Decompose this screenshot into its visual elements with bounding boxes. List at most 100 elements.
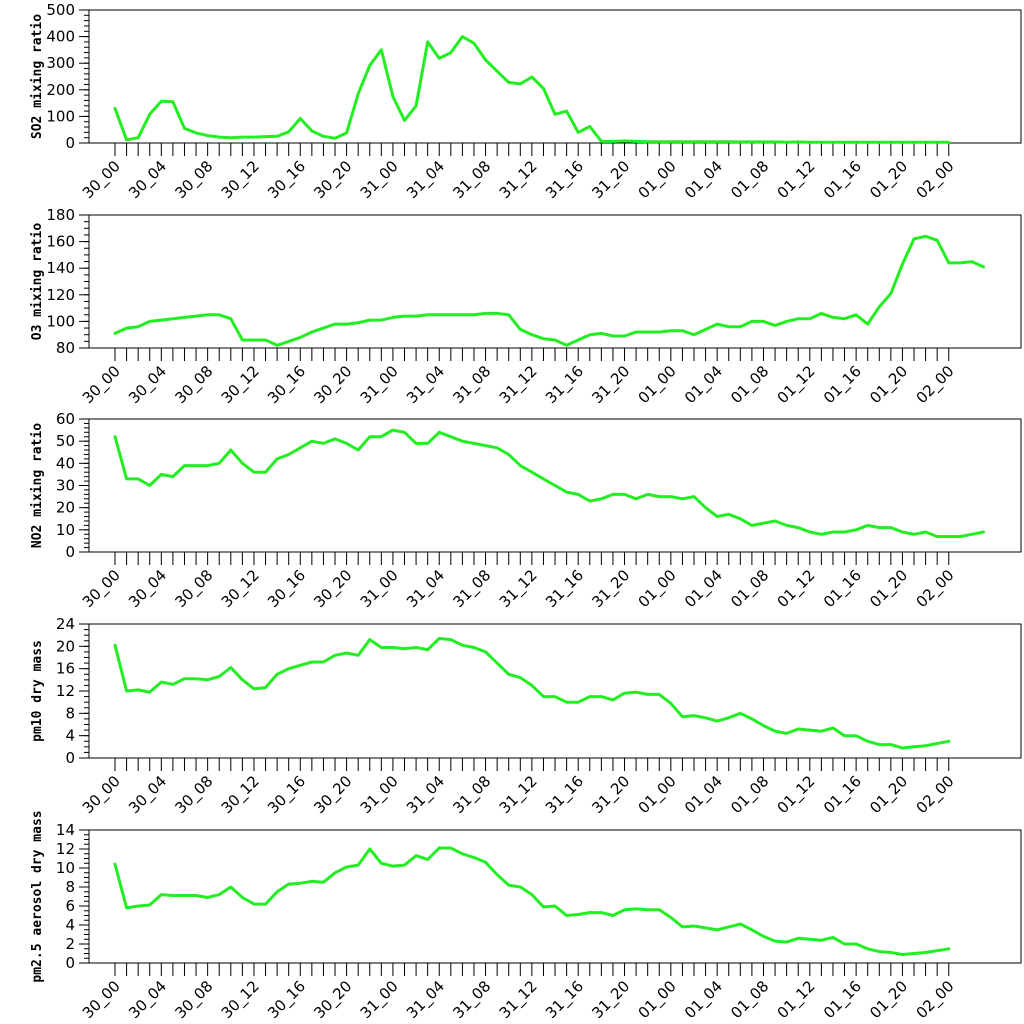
series-line: [113, 637, 951, 750]
x-tick-label: 01_16: [820, 157, 866, 203]
y-tick-label: 0: [65, 134, 75, 152]
x-tick-label: 31_04: [403, 362, 449, 408]
x-tick-label: 31_16: [542, 362, 588, 408]
x-tick-label: 31_08: [449, 362, 495, 408]
y-tick-label: 12: [56, 682, 75, 700]
x-tick-label: 30_20: [310, 566, 356, 612]
x-tick-label: 30_08: [171, 362, 217, 408]
x-tick-label: 30_16: [264, 157, 310, 203]
x-tick-label: 30_12: [218, 772, 264, 818]
y-tick-label: 6: [65, 897, 75, 915]
x-tick-label: 01_00: [635, 772, 681, 818]
x-tick-label: 31_00: [357, 362, 403, 408]
y-tick-label: 200: [46, 81, 75, 99]
x-tick-label: 01_20: [866, 362, 912, 408]
plot-frame: [88, 623, 1022, 759]
y-tick-label: 140: [46, 259, 75, 277]
y-tick-label: 180: [46, 206, 75, 224]
y-tick-label: 0: [65, 954, 75, 972]
x-tick-label: 30_12: [218, 362, 264, 408]
x-tick-label: 31_08: [449, 566, 495, 612]
y-tick-label: 4: [65, 727, 75, 745]
y-tick-label: 4: [65, 916, 75, 934]
y-tick-label: 100: [46, 107, 75, 125]
x-tick-label: 01_20: [866, 772, 912, 818]
x-tick-label: 31_12: [496, 157, 542, 203]
x-tick-label: 01_00: [635, 977, 681, 1023]
series-line: [113, 234, 985, 347]
plot-frame: [88, 214, 1022, 349]
x-tick-label: 01_04: [681, 977, 727, 1023]
x-tick-label: 01_12: [774, 977, 820, 1023]
x-tick-label: 30_08: [171, 157, 217, 203]
y-tick-label: 14: [56, 821, 75, 839]
x-tick-label: 31_08: [449, 977, 495, 1023]
x-tick-label: 30_04: [125, 362, 171, 408]
x-tick-label: 01_20: [866, 566, 912, 612]
y-tick-label: 24: [56, 615, 75, 633]
y-tick-label: 30: [56, 477, 75, 495]
x-tick-label: 01_04: [681, 362, 727, 408]
y-tick-label: 20: [56, 499, 75, 517]
x-tick-label: 01_08: [727, 977, 773, 1023]
x-tick-label: 01_04: [681, 157, 727, 203]
y-tick-label: 60: [56, 410, 75, 428]
x-tick-label: 31_20: [588, 772, 634, 818]
x-tick-label: 01_16: [820, 566, 866, 612]
y-tick-label: 0: [65, 749, 75, 767]
x-tick-label: 30_16: [264, 772, 310, 818]
y-axis-label: pm10 dry mass: [30, 640, 45, 742]
x-tick-label: 30_04: [125, 977, 171, 1023]
x-tick-label: 02_00: [913, 566, 959, 612]
y-tick-label: 10: [56, 521, 75, 539]
x-tick-label: 30_04: [125, 566, 171, 612]
y-tick-label: 12: [56, 840, 75, 858]
x-tick-label: 31_04: [403, 157, 449, 203]
x-tick-label: 02_00: [913, 157, 959, 203]
x-tick-label: 01_04: [681, 566, 727, 612]
series-line: [113, 846, 951, 956]
x-tick-label: 01_12: [774, 362, 820, 408]
x-tick-label: 30_12: [218, 566, 264, 612]
x-tick-label: 01_04: [681, 772, 727, 818]
y-tick-label: 2: [65, 935, 75, 953]
x-tick-label: 31_20: [588, 157, 634, 203]
x-tick-label: 31_20: [588, 362, 634, 408]
x-tick-label: 01_20: [866, 157, 912, 203]
x-tick-label: 31_12: [496, 566, 542, 612]
y-axis-label: O3 mixing ratio: [30, 223, 45, 341]
x-tick-label: 30_20: [310, 772, 356, 818]
x-tick-label: 31_08: [449, 772, 495, 818]
y-tick-label: 400: [46, 28, 75, 46]
x-tick-label: 02_00: [913, 977, 959, 1023]
x-tick-label: 30_20: [310, 157, 356, 203]
x-tick-label: 30_16: [264, 362, 310, 408]
x-tick-label: 30_20: [310, 362, 356, 408]
x-tick-label: 01_08: [727, 772, 773, 818]
x-tick-label: 01_12: [774, 157, 820, 203]
plot-frame: [88, 829, 1022, 964]
x-tick-label: 31_16: [542, 157, 588, 203]
y-tick-label: 40: [56, 454, 75, 472]
x-tick-label: 01_08: [727, 362, 773, 408]
x-tick-label: 31_12: [496, 362, 542, 408]
x-tick-label: 30_08: [171, 977, 217, 1023]
series-line: [113, 35, 951, 144]
x-tick-label: 30_00: [79, 362, 125, 408]
x-tick-label: 01_08: [727, 566, 773, 612]
y-tick-label: 120: [46, 286, 75, 304]
x-tick-label: 30_00: [79, 977, 125, 1023]
x-tick-label: 01_16: [820, 362, 866, 408]
y-tick-label: 80: [56, 339, 75, 357]
x-tick-label: 01_00: [635, 362, 681, 408]
x-tick-label: 01_16: [820, 772, 866, 818]
x-tick-label: 31_16: [542, 772, 588, 818]
x-tick-label: 01_16: [820, 977, 866, 1023]
x-tick-label: 01_00: [635, 566, 681, 612]
x-tick-label: 01_00: [635, 157, 681, 203]
x-tick-label: 31_16: [542, 977, 588, 1023]
